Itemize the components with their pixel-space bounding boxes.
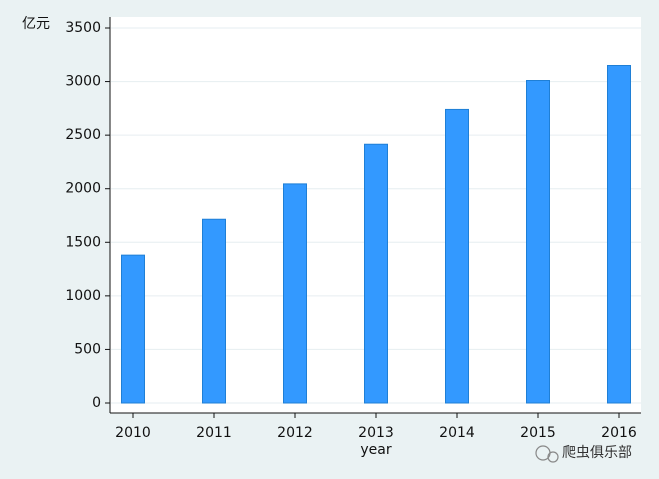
y-tick-label: 500 bbox=[74, 341, 101, 357]
bar bbox=[526, 80, 550, 404]
x-tick-label: 2013 bbox=[358, 425, 394, 441]
x-tick-label: 2010 bbox=[115, 425, 151, 441]
x-tick-label: 2015 bbox=[520, 425, 556, 441]
x-tick-label: 2012 bbox=[277, 425, 313, 441]
y-tick-label: 1500 bbox=[65, 234, 101, 250]
bar bbox=[283, 183, 307, 404]
bar bbox=[607, 65, 631, 404]
y-tick-label: 2000 bbox=[65, 181, 101, 197]
y-tick-label: 3500 bbox=[65, 20, 101, 36]
x-tick-label: 2014 bbox=[439, 425, 475, 441]
bar bbox=[202, 218, 226, 404]
watermark: 爬虫俱乐部 bbox=[562, 445, 632, 461]
x-axis-label: year bbox=[360, 442, 391, 458]
y-axis-label: 亿元 bbox=[22, 16, 50, 32]
bar bbox=[364, 143, 388, 404]
x-tick-label: 2016 bbox=[601, 425, 637, 441]
y-tick-label: 0 bbox=[92, 395, 101, 411]
watermark-icon bbox=[535, 445, 559, 463]
x-tick-label: 2011 bbox=[196, 425, 232, 441]
y-tick-label: 1000 bbox=[65, 288, 101, 304]
y-tick-label: 3000 bbox=[65, 74, 101, 90]
bar bbox=[445, 108, 469, 404]
bar bbox=[121, 254, 145, 404]
y-tick-label: 2500 bbox=[65, 127, 101, 143]
